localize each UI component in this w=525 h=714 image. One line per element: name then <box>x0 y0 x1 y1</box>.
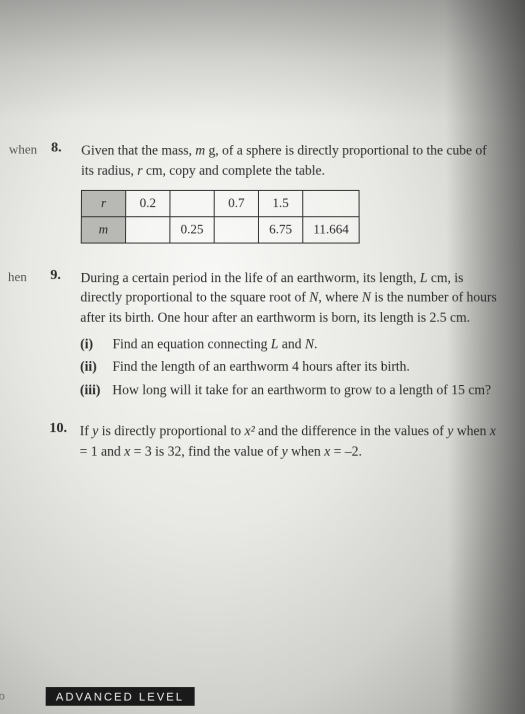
subpart-ii: (ii) Find the length of an earthworm 4 h… <box>80 357 498 377</box>
variable-m: m <box>195 143 205 158</box>
text: . <box>314 336 317 351</box>
text: and the difference in the values of <box>255 423 448 438</box>
question-number: 9. <box>50 268 81 403</box>
subpart-label: (i) <box>80 334 112 354</box>
variable-x: x <box>490 423 496 438</box>
subpart-text: Find an equation connecting L and N. <box>112 334 497 354</box>
row-header: m <box>81 217 125 243</box>
cell <box>214 217 258 243</box>
question-10: 10. If y is directly proportional to x² … <box>7 421 499 461</box>
variable-x2: x² <box>245 423 255 438</box>
cell: 11.664 <box>303 217 360 243</box>
margin-note: when <box>8 140 51 249</box>
cell <box>303 191 360 217</box>
table-row: m 0.25 6.75 11.664 <box>81 217 359 243</box>
cell: 0.25 <box>170 217 214 243</box>
row-header: r <box>81 191 125 217</box>
textbook-page: when 8. Given that the mass, m g, of a s… <box>0 0 525 714</box>
cell: 6.75 <box>258 217 302 243</box>
text: = –2. <box>330 443 362 458</box>
cell: 0.2 <box>126 191 170 217</box>
section-badge: ADVANCED LEVEL <box>46 687 195 706</box>
text: Find an equation connecting <box>112 336 270 351</box>
cell <box>170 191 214 217</box>
question-body: If y is directly proportional to x² and … <box>80 421 499 461</box>
text: = 1 and <box>80 443 125 458</box>
edge-text: o <box>0 688 5 704</box>
question-number: 8. <box>50 140 81 249</box>
text: = 3 is 32, find the value of <box>130 443 281 458</box>
variable-N: N <box>362 290 371 305</box>
subpart-label: (ii) <box>80 357 112 377</box>
subpart-text: How long will it take for an earthworm t… <box>112 380 497 400</box>
text: If <box>80 423 93 438</box>
margin-note: hen <box>7 268 50 403</box>
question-9: hen 9. During a certain period in the li… <box>7 268 498 403</box>
cell <box>126 217 170 243</box>
question-8: when 8. Given that the mass, m g, of a s… <box>8 140 497 249</box>
text: During a certain period in the life of a… <box>81 270 420 285</box>
text: is directly proportional to <box>98 423 244 438</box>
text: cm, copy and complete the table. <box>143 162 325 177</box>
text: , where <box>318 290 362 305</box>
variable-N: N <box>305 336 314 351</box>
subpart-i: (i) Find an equation connecting L and N. <box>80 334 497 354</box>
variable-N: N <box>309 290 318 305</box>
cell: 1.5 <box>258 191 302 217</box>
subpart-text: Find the length of an earthworm 4 hours … <box>112 357 497 377</box>
subparts: (i) Find an equation connecting L and N.… <box>80 334 498 400</box>
question-body: Given that the mass, m g, of a sphere is… <box>81 140 497 249</box>
subpart-label: (iii) <box>80 380 112 400</box>
cell: 0.7 <box>214 191 258 217</box>
text: when <box>288 443 324 458</box>
table-row: r 0.2 0.7 1.5 <box>81 191 359 217</box>
question-body: During a certain period in the life of a… <box>80 268 498 403</box>
text: when <box>453 423 490 438</box>
margin-note <box>7 421 50 461</box>
lighting-shadow <box>0 0 525 120</box>
subpart-iii: (iii) How long will it take for an earth… <box>80 380 498 400</box>
question-number: 10. <box>49 421 80 461</box>
text: Given that the mass, <box>81 143 195 158</box>
text: and <box>278 336 305 351</box>
data-table: r 0.2 0.7 1.5 m 0.25 6.75 11.664 <box>81 190 360 243</box>
